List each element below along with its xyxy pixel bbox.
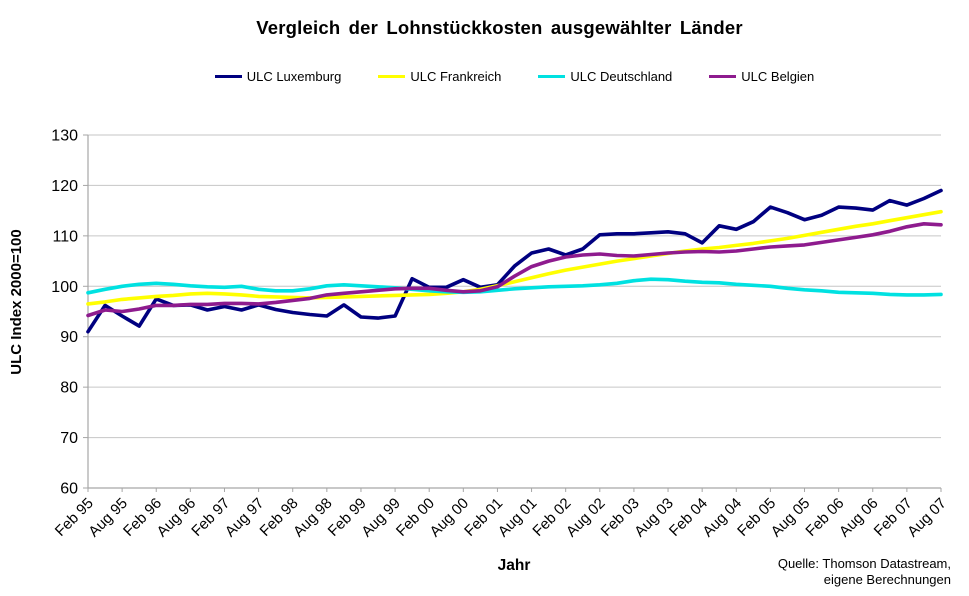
- chart-title-wrap: Vergleich der Lohnstückkosten ausgewählt…: [30, 17, 969, 39]
- x-axis-title: Jahr: [498, 557, 531, 574]
- x-tick-label: Aug 05: [768, 495, 814, 541]
- x-tick-label: Aug 06: [836, 495, 882, 541]
- series-line-ulc-deutschland: [86, 277, 943, 297]
- y-tick-label: 60: [60, 481, 78, 498]
- x-tick-label: Aug 01: [495, 495, 541, 541]
- legend-label: ULC Deutschland: [570, 69, 673, 84]
- axes: [87, 135, 941, 489]
- legend-line-swatch-ulc-deutschland: [538, 75, 566, 78]
- y-tick-label: 90: [60, 329, 78, 346]
- chart-title: Vergleich der Lohnstückkosten ausgewählt…: [256, 17, 743, 38]
- x-tick-label: Aug 04: [699, 495, 745, 541]
- legend-line-swatch-ulc-luxemburg: [214, 75, 242, 78]
- x-tick-label: Aug 99: [358, 495, 404, 541]
- source-line-2: eigene Berechnungen: [823, 572, 951, 587]
- y-tick-label: 70: [60, 430, 78, 447]
- source-line-1: Quelle: Thomson Datastream,: [777, 556, 951, 571]
- y-tick-label: 80: [60, 380, 78, 397]
- source-note: Quelle: Thomson Datastream, eigene Berec…: [778, 556, 951, 588]
- legend-item-ulc-luxemburg: ULC Luxemburg: [214, 69, 342, 84]
- legend-label: ULC Frankreich: [410, 69, 502, 84]
- x-tick-label: Aug 98: [290, 495, 336, 541]
- x-tick-label: Aug 02: [563, 495, 609, 541]
- legend-item-ulc-deutschland: ULC Deutschland: [538, 69, 672, 84]
- x-tick-label: Aug 00: [427, 495, 473, 541]
- y-axis-title: ULC Index 2000=100: [8, 229, 25, 375]
- y-tick-label: 130: [51, 128, 78, 145]
- series-line-ulc-luxemburg: [86, 188, 943, 334]
- series-line-ulc-frankreich: [86, 209, 943, 306]
- x-tick-label: Aug 97: [222, 495, 268, 541]
- legend-line-swatch-ulc-belgien: [709, 75, 737, 78]
- x-tick-label: Aug 95: [85, 495, 131, 541]
- series-line-ulc-belgien: [86, 222, 943, 318]
- legend-label: ULC Luxemburg: [246, 69, 342, 84]
- legend-line-swatch-ulc-frankreich: [378, 75, 406, 78]
- series-lines: [86, 188, 943, 334]
- y-tick-label: 100: [51, 279, 78, 296]
- x-tick-label: Aug 96: [154, 495, 200, 541]
- y-tick-label: 110: [52, 228, 78, 245]
- legend-item-ulc-frankreich: ULC Frankreich: [378, 69, 501, 84]
- y-axis-ticks: 60 70 80 90 100 110 120 130: [51, 128, 88, 498]
- x-tick-label: Aug 07: [904, 495, 950, 541]
- x-tick-label: Aug 03: [631, 495, 677, 541]
- legend-label: ULC Belgien: [741, 69, 815, 84]
- legend: ULC Luxemburg ULC Frankreich ULC Deutschla…: [88, 69, 941, 84]
- legend-item-ulc-belgien: ULC Belgien: [709, 69, 814, 84]
- y-tick-label: 120: [51, 178, 78, 195]
